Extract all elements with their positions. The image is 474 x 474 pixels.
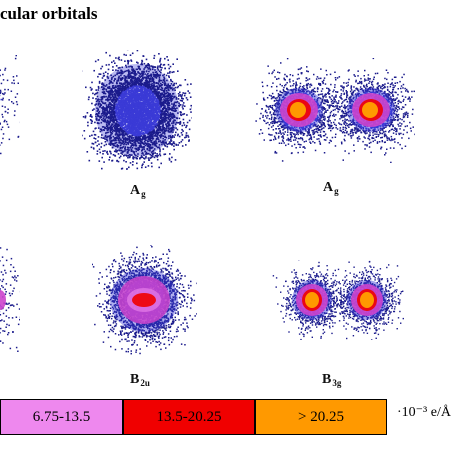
orbital-ag-sphere bbox=[82, 50, 192, 170]
legend-box-pink: 6.75-13.5 bbox=[0, 399, 123, 435]
orbital-label-ag-1: Ag bbox=[130, 183, 146, 199]
orbital-label-b2u: B2u bbox=[130, 372, 150, 388]
orbital-partial-top bbox=[0, 55, 20, 155]
orbital-label-b3g: B3g bbox=[322, 372, 342, 388]
orbital-ag-two-lobe bbox=[255, 58, 415, 163]
orbital-partial-bottom bbox=[0, 247, 20, 352]
legend-box-orange: > 20.25 bbox=[255, 399, 387, 435]
density-unit: ·10⁻³ e/Å bbox=[397, 405, 451, 420]
figure-title: cular orbitals bbox=[0, 4, 98, 23]
orbital-b2u bbox=[92, 245, 197, 355]
orbital-label-ag-2: Ag bbox=[323, 180, 339, 196]
orbital-b3g bbox=[272, 260, 404, 340]
legend-box-red: 13.5-20.25 bbox=[123, 399, 255, 435]
